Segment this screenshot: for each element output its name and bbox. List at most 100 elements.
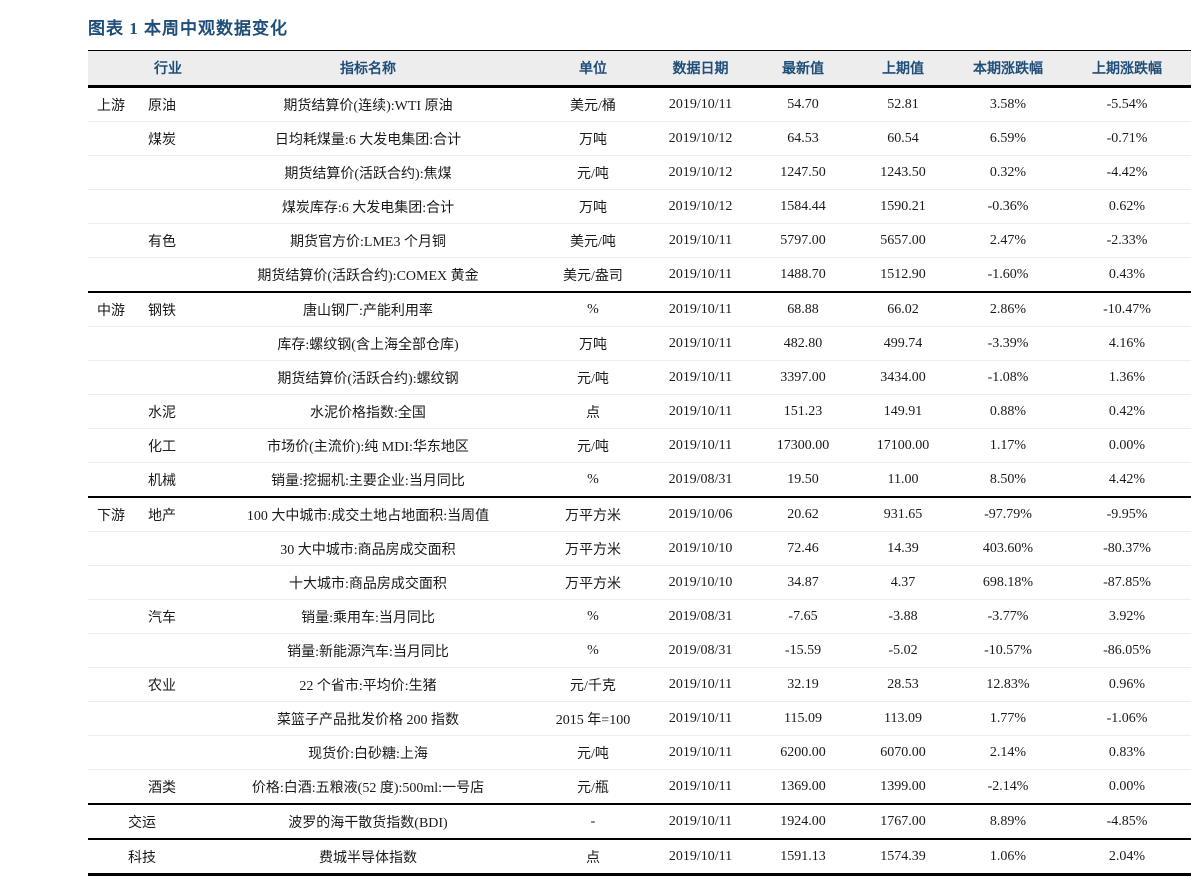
cell-previous: 1512.90 [853,257,953,292]
cell-industry [138,531,198,566]
cell-unit: 美元/吨 [538,223,648,258]
cell-indicator: 库存:螺纹钢(含上海全部仓库) [198,326,538,361]
column-header-indicator: 指标名称 [198,50,538,88]
cell-industry: 汽车 [138,599,198,634]
cell-sector: 上游 [97,98,125,114]
table-row: 期货结算价(活跃合约):COMEX 黄金 美元/盎司 2019/10/11 1488.… [88,257,1191,292]
cell-unit: 元/吨 [538,428,648,463]
cell-change: -1.08% [953,360,1063,395]
cell-unit: % [538,462,648,497]
cell-date: 2019/08/31 [648,462,753,497]
cell-change: -10.57% [953,633,1063,668]
cell-change: 1.06% [989,848,1027,864]
cell-sector: 中游 [97,303,125,319]
cell-indicator: 22 个省市:平均价:生猪 [198,667,538,702]
cell-unit: 元/吨 [538,735,648,770]
cell-sector [88,394,138,429]
cell-indicator: 菜篮子产品批发价格 200 指数 [198,701,538,736]
cell-indicator: 销量:乘用车:当月同比 [198,599,538,634]
cell-indicator: 波罗的海干散货指数(BDI) [288,815,448,831]
cell-change: 8.50% [953,462,1063,497]
cell-sector [88,223,138,258]
cell-prev-change: -80.37% [1063,531,1191,566]
cell-previous: 149.91 [853,394,953,429]
cell-previous: 52.81 [887,96,919,112]
column-header-change: 本期涨跌幅 [953,50,1063,88]
table-row: 煤炭 日均耗煤量:6 大发电集团:合计 万吨 2019/10/12 64.53 60.54… [88,121,1191,156]
cell-latest: 19.50 [753,462,853,497]
cell-latest: 151.23 [753,394,853,429]
cell-change: 6.59% [953,121,1063,156]
cell-previous: 499.74 [853,326,953,361]
cell-date: 2019/10/11 [648,428,753,463]
cell-industry [138,565,198,600]
cell-indicator: 期货结算价(活跃合约):COMEX 黄金 [198,257,538,292]
cell-indicator: 期货官方价:LME3 个月铜 [198,223,538,258]
figure-title: 图表 1 本周中观数据变化 [88,19,288,38]
cell-indicator: 期货结算价(活跃合约):螺纹钢 [198,360,538,395]
cell-prev-change: 0.62% [1063,189,1191,224]
cell-industry [138,633,198,668]
cell-unit: 万平方米 [538,531,648,566]
cell-previous: 1767.00 [880,813,926,829]
cell-sector: 交运 [128,815,156,831]
table-row: 中游 钢铁 唐山钢厂:产能利用率% 2019/10/11 68.88 66.02 2.86%… [88,292,1191,327]
cell-previous: 17100.00 [853,428,953,463]
cell-industry [138,360,198,395]
cell-date: 2019/10/11 [648,735,753,770]
table-row: 化工 市场价(主流价):纯 MDI:华东地区 元/吨 2019/10/11 17300.… [88,428,1191,463]
cell-prev-change: 0.83% [1063,735,1191,770]
cell-date: 2019/08/31 [648,633,753,668]
cell-date: 2019/10/11 [648,701,753,736]
cell-date: 2019/10/11 [648,257,753,292]
cell-unit: - [590,813,596,829]
cell-date: 2019/10/11 [668,301,733,317]
cell-indicator: 价格:白酒:五粮液(52 度):500ml:一号店 [198,769,538,804]
cell-date: 2019/10/10 [648,531,753,566]
cell-date: 2019/10/06 [668,506,733,522]
cell-latest: 20.62 [787,506,819,522]
cell-sector [88,462,138,497]
cell-change: 403.60% [953,531,1063,566]
column-header-previous: 上期值 [853,50,953,88]
table-row: 交运 波罗的海干散货指数(BDI) - 2019/10/11 1924.00 1767.0… [88,804,1191,839]
cell-industry [138,257,198,292]
table-row: 农业 22 个省市:平均价:生猪 元/千克 2019/10/11 32.19 28.53 1… [88,667,1191,702]
cell-change: 2.86% [989,301,1027,317]
cell-latest: 32.19 [753,667,853,702]
cell-prev-change: -4.42% [1063,155,1191,190]
cell-latest: -7.65 [753,599,853,634]
cell-date: 2019/10/11 [648,360,753,395]
cell-prev-change: -87.85% [1063,565,1191,600]
cell-change: -3.77% [953,599,1063,634]
cell-unit: 万平方米 [538,565,648,600]
column-header-prev-change: 上期涨跌幅 [1063,50,1191,88]
cell-latest: 17300.00 [753,428,853,463]
table-row: 酒类 价格:白酒:五粮液(52 度):500ml:一号店 元/瓶 2019/10/11… [88,769,1191,804]
cell-latest: 115.09 [753,701,853,736]
cell-unit: 元/吨 [538,155,648,190]
cell-latest: 68.88 [787,301,819,317]
table-row: 煤炭库存:6 大发电集团:合计 万吨 2019/10/12 1584.44 1590.2… [88,189,1191,224]
cell-latest: 34.87 [753,565,853,600]
cell-change: 1.77% [953,701,1063,736]
table-row: 上游 原油 期货结算价(连续):WTI 原油 美元/桶 2019/10/11 54.70 5… [88,87,1191,122]
cell-sector [88,428,138,463]
cell-indicator: 日均耗煤量:6 大发电集团:合计 [198,121,538,156]
cell-industry: 农业 [138,667,198,702]
table-row: 销量:新能源汽车:当月同比% 2019/08/31 -15.59 -5.02 -10.5… [88,633,1191,668]
cell-unit: % [587,301,599,317]
cell-prev-change: 4.16% [1063,326,1191,361]
cell-latest: 1369.00 [753,769,853,804]
data-table: 行业 指标名称 单位 数据日期 最新值 上期值 本期涨跌幅 上期涨跌幅 上游 原油… [88,50,1191,876]
column-header-sector [88,50,138,88]
cell-prev-change: 3.92% [1063,599,1191,634]
cell-change: -1.60% [953,257,1063,292]
cell-sector [88,599,138,634]
cell-change: 3.58% [989,96,1027,112]
cell-date: 2019/10/11 [648,769,753,804]
table-row: 下游 地产 100 大中城市:成交土地占地面积:当周值 万平方米 2019/10/06 2… [88,497,1191,532]
cell-date: 2019/10/11 [648,667,753,702]
cell-indicator: 费城半导体指数 [319,850,417,866]
